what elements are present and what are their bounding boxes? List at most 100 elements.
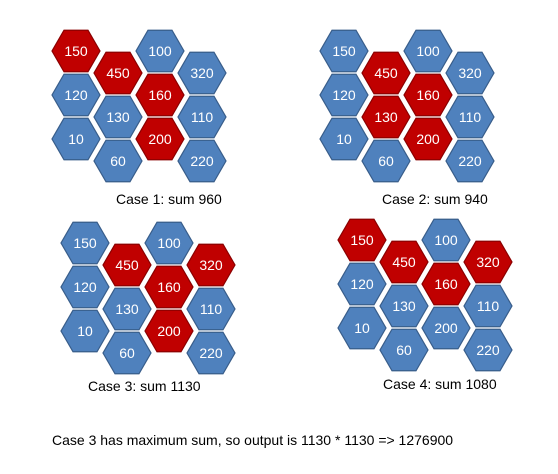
selected-hex-cell bbox=[403, 117, 453, 161]
hex-cell-value: 120 bbox=[350, 276, 374, 292]
case-1-label: Case 1: sum 960 bbox=[116, 191, 222, 207]
hex-cell-value: 450 bbox=[106, 65, 130, 81]
hex-cell-value: 100 bbox=[434, 232, 458, 248]
selected-hex-cell bbox=[51, 29, 101, 73]
hex-cell-value: 200 bbox=[148, 131, 172, 147]
hex-cell-value: 120 bbox=[73, 279, 97, 295]
hex-cell-value: 160 bbox=[416, 87, 440, 103]
hex-cell-value: 100 bbox=[416, 43, 440, 59]
hex-cell bbox=[93, 139, 143, 183]
hex-cell bbox=[60, 309, 110, 353]
selected-hex-cell bbox=[186, 243, 236, 287]
hex-cell bbox=[463, 284, 513, 328]
hex-cell bbox=[403, 29, 453, 73]
conclusion-text: Case 3 has maximum sum, so output is 113… bbox=[52, 432, 453, 448]
hex-cell bbox=[319, 73, 369, 117]
hex-cell bbox=[361, 139, 411, 183]
hex-cell-value: 60 bbox=[119, 345, 135, 361]
hex-cell bbox=[445, 95, 495, 139]
hex-cell-value: 100 bbox=[157, 235, 181, 251]
hex-cell bbox=[135, 29, 185, 73]
hex-cell-value: 450 bbox=[115, 257, 139, 273]
hex-cell-value: 110 bbox=[459, 109, 482, 125]
selected-hex-cell bbox=[337, 218, 387, 262]
hex-cell-value: 10 bbox=[77, 323, 93, 339]
selected-hex-cell bbox=[361, 51, 411, 95]
hex-cell bbox=[379, 328, 429, 372]
hex-cell-value: 110 bbox=[200, 301, 223, 317]
case-1-grid: 150 100 450 320 120 160 130 110 10 200 60 220 Case 1… bbox=[51, 29, 227, 207]
hex-cell bbox=[177, 51, 227, 95]
hex-cell bbox=[445, 51, 495, 95]
selected-hex-cell bbox=[93, 51, 143, 95]
selected-hex-cell bbox=[144, 309, 194, 353]
hex-cell-value: 200 bbox=[434, 320, 458, 336]
selected-hex-cell bbox=[135, 117, 185, 161]
case-3-label: Case 3: sum 1130 bbox=[88, 378, 201, 394]
hex-cell bbox=[177, 139, 227, 183]
case-2-grid: 150 100 450 320 120 160 130 110 10 200 60 220 Case 2… bbox=[319, 29, 495, 207]
hex-cell-value: 220 bbox=[190, 153, 214, 169]
hex-cell-value: 220 bbox=[199, 345, 223, 361]
hex-cell bbox=[379, 284, 429, 328]
selected-hex-cell bbox=[379, 240, 429, 284]
hex-cell-value: 150 bbox=[350, 232, 374, 248]
hex-cell-value: 320 bbox=[476, 254, 500, 270]
hex-cell-value: 10 bbox=[354, 320, 370, 336]
hex-cell bbox=[102, 331, 152, 375]
hex-cell-value: 60 bbox=[110, 153, 126, 169]
hex-cell bbox=[319, 117, 369, 161]
hex-cell bbox=[337, 262, 387, 306]
hex-cell bbox=[60, 265, 110, 309]
hex-cell-value: 200 bbox=[416, 131, 440, 147]
hex-cell-value: 200 bbox=[157, 323, 181, 339]
selected-hex-cell bbox=[403, 73, 453, 117]
case-4-label: Case 4: sum 1080 bbox=[383, 376, 497, 392]
case-3-grid: 150 100 450 320 120 160 130 110 10 200 60 220 Case 3… bbox=[60, 221, 236, 394]
hex-cell bbox=[51, 73, 101, 117]
hex-cell-value: 60 bbox=[396, 342, 412, 358]
hex-cell-value: 120 bbox=[64, 87, 88, 103]
hex-cell-value: 320 bbox=[199, 257, 223, 273]
selected-hex-cell bbox=[135, 73, 185, 117]
hex-cell bbox=[319, 29, 369, 73]
selected-hex-cell bbox=[102, 243, 152, 287]
hex-cell-value: 320 bbox=[190, 65, 214, 81]
hex-cell-value: 10 bbox=[336, 131, 352, 147]
hex-cell bbox=[60, 221, 110, 265]
hex-cell bbox=[102, 287, 152, 331]
selected-hex-cell bbox=[361, 95, 411, 139]
case-4-grid: 150 100 450 320 120 160 130 110 10 200 60 220 Case 4… bbox=[337, 218, 513, 392]
hex-cell-value: 130 bbox=[106, 109, 130, 125]
hex-cell-value: 150 bbox=[73, 235, 97, 251]
hex-cell bbox=[144, 221, 194, 265]
hex-cell-value: 160 bbox=[434, 276, 458, 292]
selected-hex-cell bbox=[421, 262, 471, 306]
hex-cell bbox=[177, 95, 227, 139]
hex-cell-value: 150 bbox=[332, 43, 356, 59]
hex-cell-value: 450 bbox=[374, 65, 398, 81]
hex-cell bbox=[463, 328, 513, 372]
hex-cell-value: 130 bbox=[392, 298, 416, 314]
hex-cell-value: 160 bbox=[148, 87, 172, 103]
selected-hex-cell bbox=[463, 240, 513, 284]
hex-cell-value: 220 bbox=[458, 153, 482, 169]
hex-cell bbox=[51, 117, 101, 161]
hex-cell bbox=[421, 306, 471, 350]
hex-cell-value: 100 bbox=[148, 43, 172, 59]
hex-cell-value: 320 bbox=[458, 65, 482, 81]
hex-cell bbox=[186, 331, 236, 375]
hex-cell-value: 60 bbox=[378, 153, 394, 169]
hex-cell bbox=[445, 139, 495, 183]
selected-hex-cell bbox=[144, 265, 194, 309]
hex-cell-value: 130 bbox=[115, 301, 139, 317]
hex-cell-value: 220 bbox=[476, 342, 500, 358]
hex-cell-value: 120 bbox=[332, 87, 356, 103]
case-2-label: Case 2: sum 940 bbox=[382, 191, 488, 207]
hex-cell bbox=[93, 95, 143, 139]
hex-cell bbox=[421, 218, 471, 262]
hex-cell-value: 10 bbox=[68, 131, 84, 147]
hex-cell bbox=[186, 287, 236, 331]
hex-cell-value: 110 bbox=[477, 298, 500, 314]
